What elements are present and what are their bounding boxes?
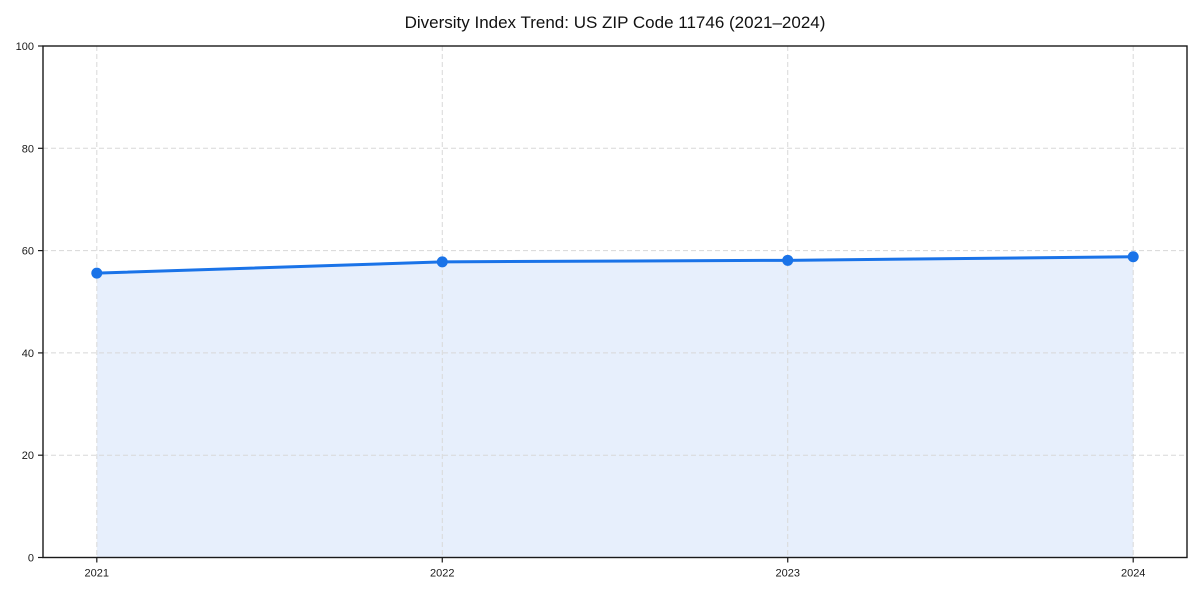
data-point-2024 (1127, 251, 1139, 263)
data-point-2022 (436, 256, 448, 268)
y-tick-label: 0 (28, 553, 34, 565)
y-tick-label: 60 (22, 246, 34, 258)
area-fill (96, 256, 1134, 558)
y-tick-label: 100 (16, 41, 34, 53)
chart-title: Diversity Index Trend: US ZIP Code 11746… (404, 13, 826, 32)
y-tick-label: 80 (22, 143, 34, 155)
trend-line (95, 255, 1135, 275)
data-point-2021 (91, 267, 103, 279)
data-point-2023 (782, 254, 794, 266)
y-tick-label: 20 (22, 450, 34, 462)
plot-border (42, 45, 1188, 559)
x-tick-label: 2024 (1121, 568, 1145, 580)
x-tick-label: 2023 (775, 568, 799, 580)
x-tick-label: 2022 (430, 568, 454, 580)
y-tick-label: 40 (22, 348, 34, 360)
x-tick-label: 2021 (85, 568, 109, 580)
